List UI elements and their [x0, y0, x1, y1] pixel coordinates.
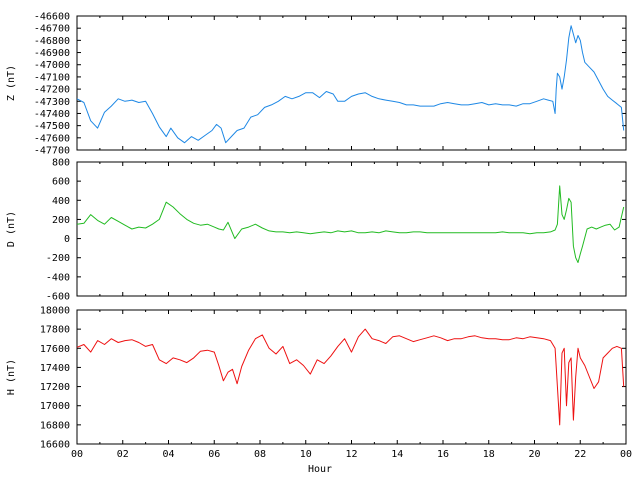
d-y-tick-label: 400	[52, 196, 70, 207]
h-series	[76, 328, 625, 426]
d-y-ticks: 800 600 400 200 0 -200 -400 -600	[46, 158, 626, 303]
z-y-tick-label: -46600	[34, 12, 70, 23]
h-y-tick-label: 16800	[40, 420, 70, 431]
z-y-tick-label: -47100	[34, 72, 70, 83]
z-y-tick-label: -47500	[34, 121, 70, 132]
h-series-line	[76, 328, 625, 426]
h-y-tick-label: 17400	[40, 363, 70, 374]
x-tick-label: 00	[71, 449, 83, 460]
x-tick-label: 08	[254, 449, 266, 460]
x-axis-title: Hour	[308, 464, 332, 475]
x-tick-label: 16	[437, 449, 449, 460]
x-tick-label: 06	[208, 449, 220, 460]
d-y-tick-label: -200	[46, 253, 70, 264]
h-y-tick-label: 16600	[40, 440, 70, 451]
z-y-tick-label: -47600	[34, 133, 70, 144]
z-y-tick-label: -47300	[34, 97, 70, 108]
z-y-tick-label: -46900	[34, 48, 70, 59]
h-y-tick-label: 18000	[40, 306, 70, 317]
z-series	[76, 25, 625, 144]
x-tick-label: 00	[620, 449, 632, 460]
z-y-tick-label: -47700	[34, 146, 70, 157]
x-tick-label: 12	[345, 449, 357, 460]
x-tick-label: 10	[300, 449, 312, 460]
h-y-tick-label: 17200	[40, 382, 70, 393]
d-series	[76, 185, 625, 263]
x-tick-label: 22	[574, 449, 586, 460]
z-y-tick-label: -47400	[34, 109, 70, 120]
x-tick-label: 20	[528, 449, 540, 460]
z-panel: Z (nT) -46600-46700-46800-46900-47000-47…	[6, 12, 627, 157]
d-series-line	[76, 185, 625, 263]
z-y-tick-label: -46700	[34, 24, 70, 35]
z-y-tick-label: -47000	[34, 60, 70, 71]
z-axis-title: Z (nT)	[6, 65, 17, 101]
d-y-tick-label: 800	[52, 158, 70, 169]
d-y-tick-label: 0	[64, 234, 70, 245]
d-y-tick-label: -600	[46, 292, 70, 303]
x-tick-label: 02	[117, 449, 129, 460]
h-y-tick-label: 17000	[40, 401, 70, 412]
x-tick-label: 14	[391, 449, 403, 460]
d-panel: D (nT) 800 600 400 200 0 -200 -400 -600	[6, 158, 627, 303]
d-y-tick-label: 600	[52, 177, 70, 188]
x-tick-label: 04	[162, 449, 174, 460]
h-y-ticks: 18000 17800 17600 17400 17200 17000 16800 16600	[40, 306, 626, 451]
h-y-tick-label: 17600	[40, 344, 70, 355]
d-y-tick-label: -400	[46, 272, 70, 283]
d-axis-title: D (nT)	[6, 211, 17, 247]
z-series-line	[76, 25, 625, 144]
x-tick-label: 18	[483, 449, 495, 460]
h-panel: H (nT) 18000 17800 17600 17400 17200 17000 168…	[6, 306, 632, 476]
x-ticks: 00 02 04 06 08 10 12 14 16 18 20 22 00	[71, 449, 632, 460]
d-y-tick-label: 200	[52, 215, 70, 226]
z-y-ticks: -46600-46700-46800-46900-47000-47100 -472…	[34, 12, 626, 157]
z-y-tick-label: -47200	[34, 85, 70, 96]
h-y-tick-label: 17800	[40, 325, 70, 336]
h-axis-title: H (nT)	[6, 359, 17, 395]
z-y-tick-label: -46800	[34, 36, 70, 47]
